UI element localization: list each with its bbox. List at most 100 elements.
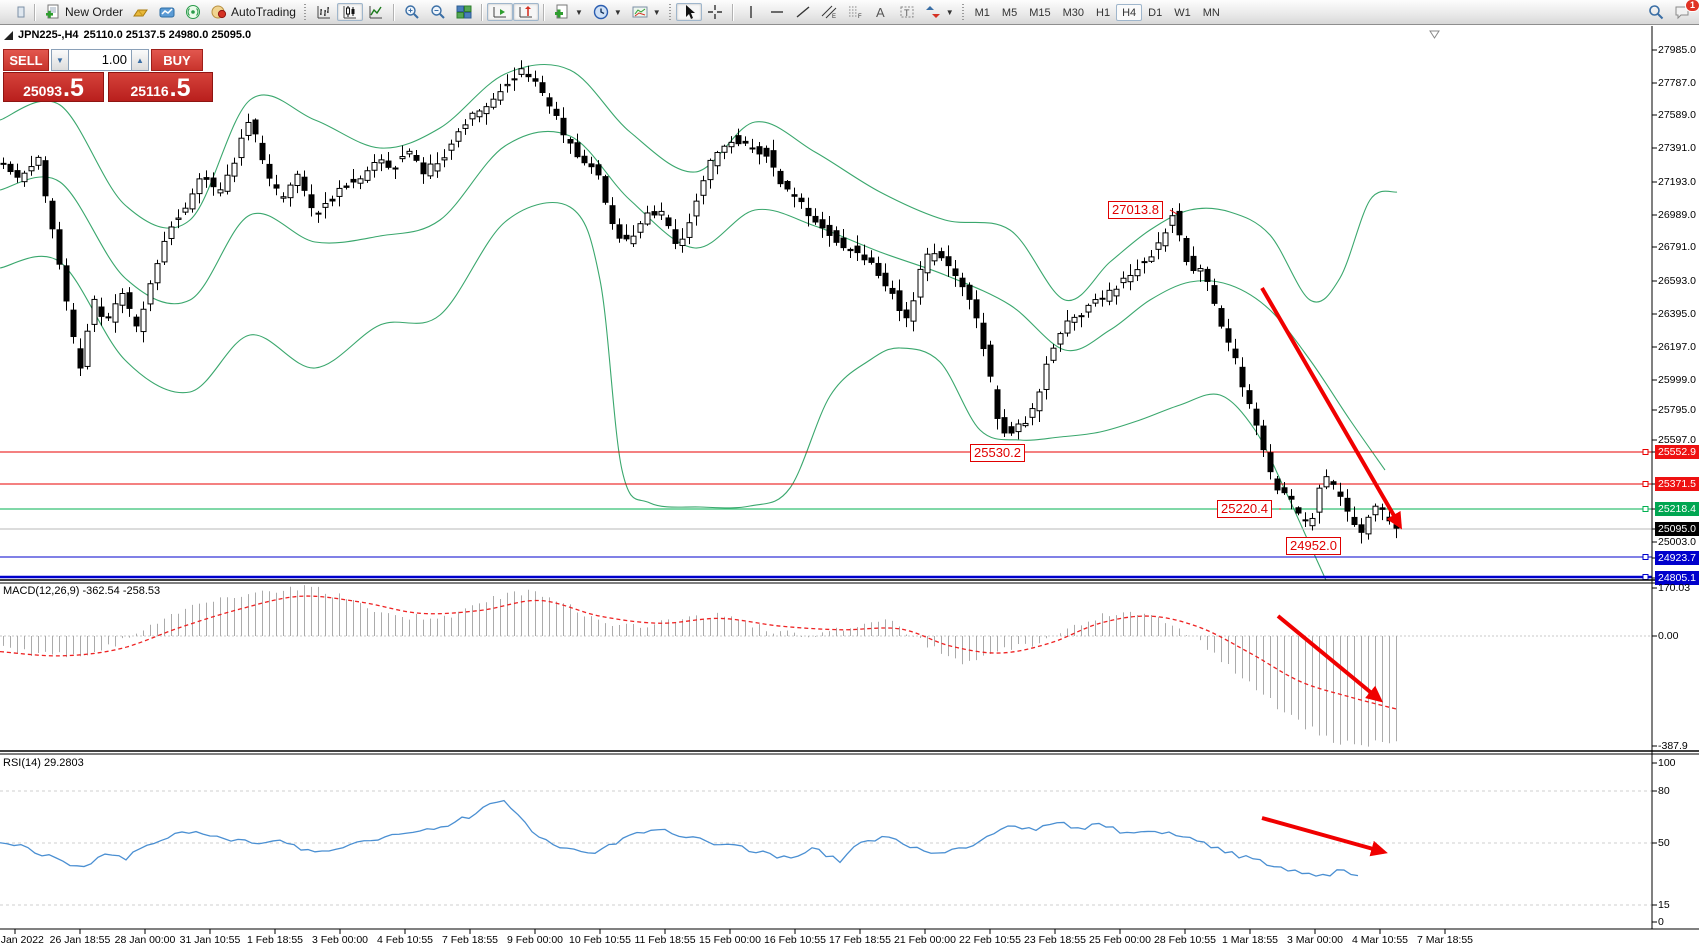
time-label: 1 Feb 18:55 [246,934,304,946]
symbol-pin-icon[interactable] [4,30,13,40]
volume-input[interactable]: 1.00 [69,49,131,71]
price-tick: 27985.0 [1658,44,1696,56]
price-tick: 26197.0 [1658,341,1696,353]
time-label: 25 Feb 00:00 [1089,934,1151,946]
rsi-line [0,799,1359,877]
zoom-in-button[interactable] [399,3,425,21]
indicators-button[interactable]: ▼ [549,3,588,21]
sell-price[interactable]: 25093 .5 [3,72,104,102]
auto-scroll-button[interactable] [486,3,513,21]
trendline-button[interactable] [790,3,816,21]
arrows-icon [925,4,941,20]
time-label: 11 Feb 18:55 [634,934,696,946]
publish-chart-button[interactable] [154,3,180,21]
line-anchor-square[interactable] [1642,449,1649,455]
candlestick-chart-button[interactable] [336,3,363,21]
chart-canvas[interactable] [0,26,1699,948]
new-order-button[interactable]: New Order [40,3,128,21]
cursor-button[interactable] [675,3,702,21]
line-anchor-square[interactable] [1642,506,1649,512]
timeframe-button-m1[interactable]: M1 [974,6,990,19]
sell-price-main: 25093 [23,83,63,99]
symbol-ohlc: 25110.0 25137.5 24980.0 25095.0 [83,29,252,41]
volume-increase-button[interactable]: ▲ [131,49,149,71]
auto-scroll-icon [492,4,508,20]
tile-windows-button[interactable] [451,3,477,21]
price-callout-label[interactable]: 24952.0 [1286,537,1341,555]
time-label: 3 Feb 00:00 [311,934,369,946]
dropdown-caret-icon[interactable]: ▼ [652,7,661,17]
arrows-button[interactable]: ▼ [920,3,959,21]
chat-button[interactable]: 1 [1669,0,1699,21]
indicators-icon [554,4,570,20]
chart-area[interactable]: JPN225-,H4 25110.0 25137.5 24980.0 25095… [0,26,1699,948]
price-tick: 25795.0 [1658,404,1696,416]
dropdown-caret-icon[interactable]: ▼ [574,7,583,17]
macd-pane[interactable] [0,585,1652,747]
rsi-tick: 80 [1658,785,1670,797]
price-callout-label[interactable]: 25220.4 [1217,500,1272,518]
trend-arrow-rsi[interactable] [1261,816,1388,857]
chart-fragment-icon [4,3,30,21]
svg-text:E: E [832,14,836,20]
bollinger-upper-band [0,63,1398,303]
timeframe-button-h4[interactable]: H4 [1116,3,1143,21]
line-anchor-square[interactable] [1642,574,1649,580]
vertical-line-button[interactable] [738,3,764,21]
macd-tick: 0.00 [1658,630,1679,642]
autotrading-button[interactable]: AutoTrading [206,3,301,21]
periods-button[interactable]: ▼ [588,3,627,21]
zoom-out-button[interactable] [425,3,451,21]
chart-shift-marker[interactable] [1429,30,1440,39]
buy-price[interactable]: 25116 .5 [108,72,213,102]
toolbar-grip [668,4,673,20]
horizontal-line-button[interactable] [764,3,790,21]
price-callout-label[interactable]: 27013.8 [1108,201,1163,219]
sell-button[interactable]: SELL [3,49,49,71]
chart-shift-button[interactable] [512,3,539,21]
trendline-icon [795,4,811,20]
time-label: 25 Jan 2022 [0,934,44,946]
text-label-button[interactable]: T [894,3,920,21]
timeframe-button-h1[interactable]: H1 [1096,6,1111,19]
price-callout-label[interactable]: 25530.2 [970,444,1025,462]
bollinger-middle-band [0,130,1386,471]
gold-button[interactable] [128,3,154,21]
templates-button[interactable]: ▼ [627,3,666,21]
chart-bg [0,26,1699,948]
dropdown-caret-icon[interactable]: ▼ [945,7,954,17]
bar-chart-button[interactable] [311,3,337,21]
toolbar-separator [392,3,395,21]
toolbar-separator [731,3,734,21]
text-button[interactable]: A [868,3,894,21]
timeframe-button-m30[interactable]: M30 [1062,6,1085,19]
time-label: 26 Jan 18:55 [49,934,111,946]
zoom-out-icon [430,4,446,20]
search-button[interactable] [1643,3,1669,21]
line-anchor-square[interactable] [1642,554,1649,560]
timeframe-button-d1[interactable]: D1 [1148,6,1163,19]
line-anchor-square[interactable] [1642,481,1649,487]
toolbar-separator [34,3,36,21]
time-label: 4 Feb 10:55 [376,934,434,946]
time-label: 28 Feb 10:55 [1154,934,1216,946]
equidistant-channel-button[interactable]: E [816,3,842,21]
timeframe-button-w1[interactable]: W1 [1174,6,1191,19]
buy-button[interactable]: BUY [151,49,203,71]
candle-chart-icon [342,4,358,20]
volume-decrease-button[interactable]: ▼ [51,49,69,71]
line-chart-button[interactable] [363,3,389,21]
cursor-icon [681,4,697,20]
timeframe-button-m5[interactable]: M5 [1001,6,1018,19]
channel-icon: E [821,4,837,20]
crosshair-button[interactable] [702,3,728,21]
line-chart-icon [368,4,384,20]
bollinger-lower-band [0,202,1327,580]
signals-button[interactable] [180,3,206,21]
trend-arrow-macd[interactable] [1276,614,1384,703]
timeframe-button-mn[interactable]: MN [1202,6,1220,19]
fibonacci-button[interactable]: F [842,3,868,21]
trend-arrow-main[interactable] [1260,286,1403,530]
timeframe-button-m15[interactable]: M15 [1029,6,1051,19]
dropdown-caret-icon[interactable]: ▼ [613,7,622,17]
